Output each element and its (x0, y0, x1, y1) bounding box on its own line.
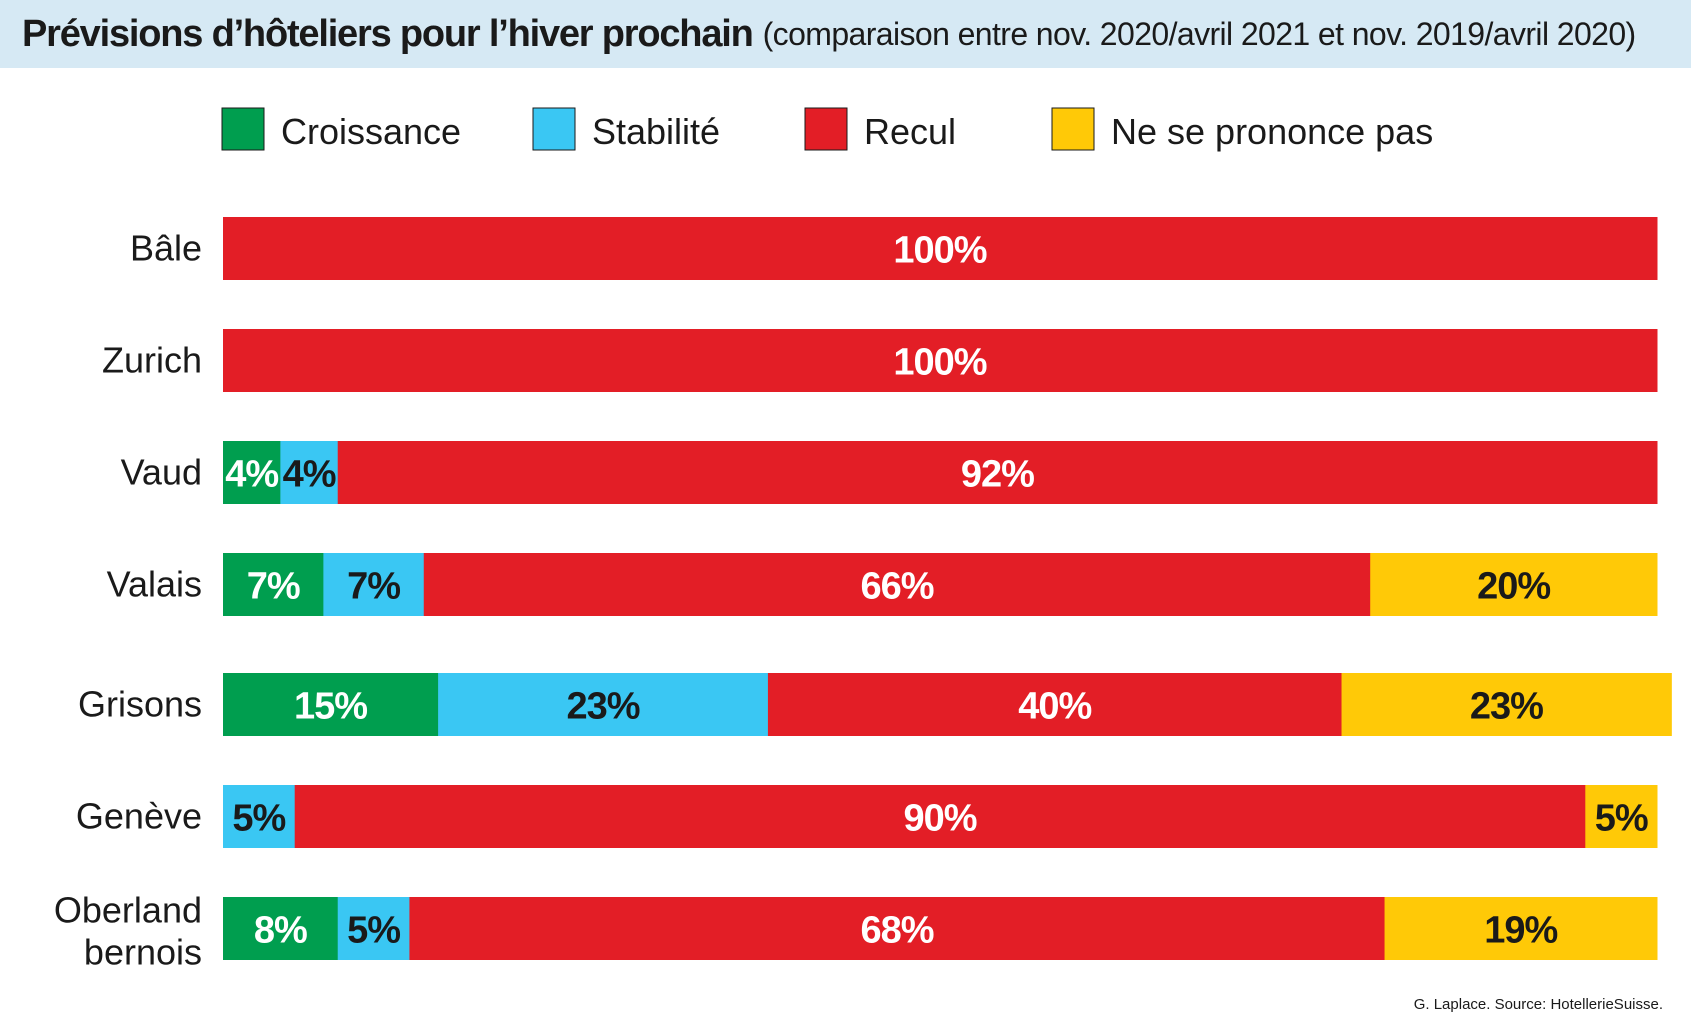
category-label-grisons: Grisons (78, 684, 202, 725)
bar-segment-recul (223, 329, 1658, 392)
bar-segment-stabilite (280, 441, 339, 504)
value-label-recul: 66% (860, 566, 933, 608)
value-label-stabilite: 23% (566, 686, 639, 728)
value-label-croissance: 7% (247, 566, 300, 608)
chart-title: Prévisions d’hôteliers pour l’hiver proc… (22, 12, 754, 55)
bar-segment-recul (767, 673, 1343, 736)
value-label-recul: 40% (1018, 686, 1091, 728)
value-label-stabilite: 7% (347, 566, 400, 608)
category-label-oberland-bernois: Oberland bernois (54, 890, 202, 973)
bar-segment-croissance (223, 673, 439, 736)
value-label-recul: 68% (860, 910, 933, 952)
bar-row-grisons: Grisons 15% 23% 40% 23% (78, 673, 1672, 736)
legend-swatch-ne-se-prononce-pas (1051, 107, 1095, 151)
value-label-recul: 90% (903, 798, 976, 840)
bar-segment-recul (223, 217, 1658, 280)
value-label-ne-se-prononce-pas: 5% (1595, 798, 1648, 840)
bar-row-geneve: Genève 5% 90% 5% (76, 785, 1658, 848)
value-label-stabilite: 5% (232, 798, 285, 840)
bar-segment-croissance (223, 897, 339, 960)
source-credit: G. Laplace. Source: HotellerieSuisse. (1413, 996, 1663, 1013)
bar-segment-stabilite (323, 553, 425, 616)
bar-segment-ne-se-prononce-pas (1341, 673, 1672, 736)
value-label-ne-se-prononce-pas: 23% (1470, 686, 1543, 728)
legend: Croissance Stabilité Recul Ne se prononce p… (221, 107, 1433, 152)
legend-swatch-recul (804, 107, 848, 151)
bar-segment-ne-se-prononce-pas (1384, 897, 1658, 960)
value-label-croissance: 15% (294, 686, 367, 728)
bar-segment-ne-se-prononce-pas (1370, 553, 1658, 616)
value-label-croissance: 8% (254, 910, 307, 952)
value-label-recul: 100% (893, 342, 986, 384)
bar-segment-recul (409, 897, 1386, 960)
bar-row-vaud: Vaud 4% 4% 92% (121, 441, 1658, 504)
category-label-valais: Valais (107, 564, 202, 605)
bar-segment-recul (337, 441, 1658, 504)
bar-segment-stabilite (223, 785, 296, 848)
value-label-stabilite: 5% (347, 910, 400, 952)
bar-segment-stabilite (337, 897, 410, 960)
bar-segment-croissance (223, 441, 281, 504)
bar-segment-recul (294, 785, 1586, 848)
value-label-stabilite: 4% (283, 454, 336, 496)
category-label-vaud: Vaud (121, 452, 202, 493)
bar-segment-stabilite (438, 673, 769, 736)
bar-row-bale: Bâle 100% (130, 217, 1658, 280)
bar-segment-recul (423, 553, 1371, 616)
bar-segment-ne-se-prononce-pas (1585, 785, 1658, 848)
value-label-croissance: 4% (225, 454, 278, 496)
value-label-recul: 100% (893, 230, 986, 272)
category-label-zurich: Zurich (102, 340, 202, 381)
category-label-bale: Bâle (130, 228, 202, 269)
chart-subtitle: (comparaison entre nov. 2020/avril 2021 … (762, 15, 1637, 52)
legend-label-ne-se-prononce-pas: Ne se prononce pas (1111, 111, 1433, 152)
legend-swatch-croissance (221, 107, 265, 151)
legend-label-croissance: Croissance (281, 111, 461, 152)
legend-label-stabilite: Stabilité (592, 111, 720, 152)
title-bar: Prévisions d’hôteliers pour l’hiver proc… (0, 0, 1691, 68)
value-label-recul: 92% (961, 454, 1034, 496)
legend-label-recul: Recul (864, 111, 956, 152)
legend-swatch-stabilite (532, 107, 576, 151)
category-label-geneve: Genève (76, 796, 202, 837)
bar-row-valais: Valais 7% 7% 66% 20% (107, 553, 1658, 616)
bar-row-zurich: Zurich 100% (102, 329, 1658, 392)
bar-segment-croissance (223, 553, 324, 616)
value-label-ne-se-prononce-pas: 20% (1477, 566, 1550, 608)
bars-area: Bâle 100% Zurich 100% Vaud 4% 4% 92% Valais 7% 7% 6… (54, 217, 1672, 973)
bar-row-oberland-bernois: Oberland bernois 8% 5% 68% 19% (54, 890, 1658, 973)
value-label-ne-se-prononce-pas: 19% (1484, 910, 1557, 952)
